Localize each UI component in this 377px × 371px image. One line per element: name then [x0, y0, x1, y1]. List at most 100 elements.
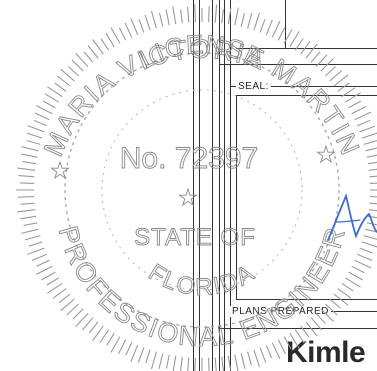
seal-tick: [363, 235, 377, 240]
seal-tick: [172, 355, 177, 371]
seal-tick: [60, 298, 75, 312]
seal-tick: [36, 265, 53, 275]
seal-tick: [20, 228, 39, 234]
seal-tick: [253, 12, 261, 31]
seal-tick: [361, 132, 377, 139]
seal-tick: [194, 357, 196, 371]
seal-tick: [124, 22, 133, 38]
seal-tick: [356, 253, 373, 261]
seal-tick: [24, 235, 41, 241]
seal-tick: [21, 153, 38, 158]
firm-name: Kimle: [286, 336, 366, 369]
seal-tick: [214, 4, 218, 23]
seal-tick: [23, 222, 38, 227]
seal-tick: [240, 12, 246, 27]
seal-tick: [337, 288, 352, 299]
seal-tick: [41, 271, 56, 281]
seal-tick: [88, 321, 99, 334]
seal-tick: [289, 31, 300, 48]
seal-tick: [367, 161, 377, 165]
seal-tick: [369, 182, 377, 184]
seal-tick: [100, 38, 110, 51]
seal-tick: [369, 202, 377, 205]
seal-tick: [60, 68, 75, 82]
frame-line: [219, 64, 377, 65]
seal-license-word: LICENSE: [135, 29, 270, 74]
seal-tick: [366, 222, 377, 226]
seal-tick: [214, 357, 217, 371]
seal-tick: [271, 20, 281, 38]
seal-tick: [208, 357, 210, 371]
seal-tick: [118, 27, 127, 41]
seal-tick: [359, 125, 375, 133]
seal-tick: [118, 339, 127, 355]
seal-tick: [52, 288, 67, 299]
frame-line: [212, 0, 213, 371]
seal-tick: [20, 202, 35, 205]
seal-tick: [348, 271, 363, 281]
seal-tick: [130, 344, 139, 363]
seal-tick: [26, 132, 43, 139]
seal-tick: [187, 357, 190, 371]
frame-line: [285, 0, 286, 48]
seal-tick: [44, 93, 60, 103]
seal-tick: [138, 19, 145, 33]
seal-tick: [351, 106, 367, 115]
seal-tick: [72, 308, 84, 320]
seal-tick: [247, 12, 253, 29]
seal-tick: [337, 82, 350, 92]
seal-tick: [71, 59, 84, 72]
frame-line: [236, 95, 237, 300]
seal-tick: [180, 356, 183, 371]
seal-tick: [369, 175, 377, 178]
frame-line: [236, 48, 377, 49]
seal-tick: [144, 14, 151, 31]
seal-tick: [265, 344, 273, 359]
seal-tick: [68, 66, 79, 77]
seal-tick: [247, 351, 252, 366]
seal-tick: [165, 354, 170, 369]
seal-tick: [145, 349, 151, 364]
seal-field-label: SEAL:: [236, 81, 271, 92]
plans-prepared-label: PLANS PREPARED: [230, 306, 331, 317]
seal-tick: [165, 9, 170, 26]
seal-holder-name: MARIA VICTORIA MARTIN: [38, 34, 366, 161]
seal-license-number: No. 72397: [120, 142, 258, 175]
seal-tick: [33, 119, 48, 127]
seal-tick: [75, 53, 89, 67]
seal-tick: [110, 336, 121, 353]
seal-tick: [46, 282, 63, 294]
seal-tick: [20, 146, 39, 152]
seal-star-right: ★: [316, 142, 336, 167]
seal-tick: [99, 329, 110, 344]
seal-tick: [359, 247, 373, 254]
seal-tick: [27, 125, 45, 133]
seal-tick: [365, 147, 377, 152]
seal-tick: [106, 332, 115, 346]
seal-tick: [57, 75, 71, 87]
seal-tick: [369, 196, 377, 198]
seal-tick: [356, 119, 371, 127]
seal-tick: [18, 196, 35, 198]
seal-tick: [34, 112, 50, 121]
seal-tick: [194, 4, 196, 23]
seal-tick: [325, 66, 336, 77]
seal-tick: [366, 154, 377, 158]
seal-star-left: ★: [50, 158, 70, 183]
seal-tick: [259, 347, 267, 363]
seal-tick: [46, 277, 60, 286]
seal-tick: [158, 353, 164, 370]
frame-line: [224, 0, 225, 371]
frame-line: [193, 0, 194, 371]
frame-line: [236, 299, 377, 300]
seal-tick: [105, 32, 115, 48]
seal-tick: [110, 27, 121, 44]
seal-tick: [363, 140, 377, 145]
seal-tick: [31, 253, 48, 261]
seal-tick: [87, 45, 99, 59]
seal-tick: [42, 100, 56, 109]
seal-tick: [234, 354, 239, 371]
seal-tick: [58, 293, 71, 304]
seal-tick: [158, 12, 164, 27]
